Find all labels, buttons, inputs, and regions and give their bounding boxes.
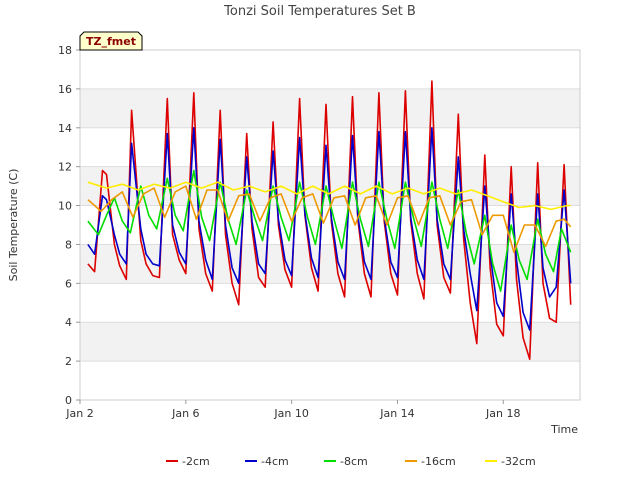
x-tick-label: Jan 14	[379, 407, 414, 420]
x-axis-ticks: Jan 2 Jan 6 Jan 10 Jan 14 Jan 18	[65, 400, 521, 420]
series-line-32cmcm	[87, 181, 571, 211]
y-tick-label: 4	[65, 316, 72, 329]
x-tick-label: Jan 18	[485, 407, 520, 420]
legend-label: -2cm	[182, 455, 210, 468]
series-line-8cmcm	[87, 169, 572, 292]
x-tick-label: Jan 6	[171, 407, 199, 420]
badge-label: TZ_fmet	[86, 35, 136, 48]
y-axis-label: Soil Temperature (C)	[7, 169, 20, 282]
y-tick-label: 2	[65, 355, 72, 368]
grid-band	[80, 127, 580, 167]
legend: -2cm -4cm -8cm -16cm -32cm	[166, 455, 536, 468]
legend-label: -8cm	[340, 455, 368, 468]
grid-band	[80, 50, 580, 89]
y-tick-label: 18	[58, 44, 72, 57]
grid-band	[80, 88, 580, 128]
y-axis-ticks: 0 2 4 6 8 10 12 14 16 18	[58, 44, 80, 407]
x-tick-label: Jan 2	[65, 407, 93, 420]
x-tick-label: Jan 10	[273, 407, 308, 420]
series-line-16cmcm	[87, 185, 572, 253]
x-axis-label: Time	[550, 423, 578, 436]
y-tick-label: 8	[65, 238, 72, 251]
plot-frame	[79, 49, 581, 401]
y-tick-label: 14	[58, 122, 72, 135]
y-tick-label: 0	[65, 394, 72, 407]
y-tick-label: 16	[58, 83, 72, 96]
series-lines	[87, 80, 572, 361]
y-tick-label: 6	[65, 277, 72, 290]
y-tick-label: 10	[58, 200, 72, 213]
legend-label: -16cm	[421, 455, 456, 468]
chart-title: Tonzi Soil Temperatures Set B	[223, 4, 416, 19]
grid-band	[80, 361, 580, 400]
legend-label: -4cm	[261, 455, 289, 468]
badge-shape	[79, 31, 143, 51]
y-tick-label: 12	[58, 161, 72, 174]
site-badge: TZ_fmet	[79, 31, 143, 51]
grid-band	[80, 322, 580, 362]
legend-label: -32cm	[501, 455, 536, 468]
